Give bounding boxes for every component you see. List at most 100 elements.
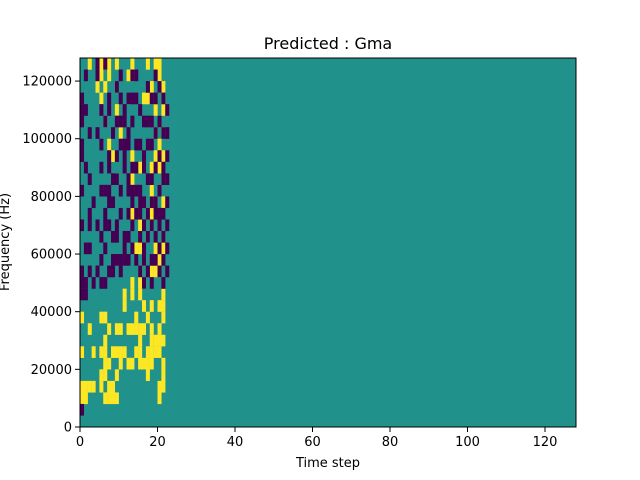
heatmap-cell-low [122, 138, 127, 151]
heatmap-cell-high [126, 323, 131, 335]
heatmap-cell-low [153, 254, 158, 266]
heatmap-cell-high [130, 357, 135, 370]
heatmap-cell-low [122, 161, 127, 174]
heatmap-cell-low [91, 277, 96, 289]
heatmap-cell-high [149, 184, 154, 197]
heatmap-cell-high [114, 323, 119, 335]
heatmap-cell-low [165, 173, 170, 185]
heatmap-cell-high [130, 277, 135, 289]
y-tick-label: 60000 [31, 248, 72, 263]
heatmap-cell-high [142, 300, 147, 312]
heatmap-cell-high [145, 311, 150, 324]
heatmap-cell-high [130, 288, 135, 301]
heatmap-cell-low [149, 115, 154, 128]
heatmap-cell-low [87, 127, 92, 139]
heatmap-cell-low [111, 265, 116, 278]
heatmap-cell-high [153, 265, 158, 278]
heatmap-cell-high [145, 92, 150, 105]
heatmap-cell-high [157, 323, 162, 335]
heatmap-cell-low [126, 173, 131, 185]
heatmap-cell-low [107, 196, 112, 209]
heatmap-cell-high [130, 173, 135, 185]
heatmap-cell-high [134, 323, 139, 335]
heatmap-cell-high [107, 138, 112, 151]
heatmap-cell-high [107, 392, 112, 405]
heatmap-cell-high [107, 357, 112, 370]
heatmap-cell-high [157, 300, 162, 312]
heatmap-cell-high [107, 69, 112, 82]
heatmap-cell-high [153, 150, 158, 162]
heatmap-cell-low [161, 127, 166, 139]
y-tick-label: 40000 [31, 305, 72, 320]
heatmap-cell-high [103, 346, 108, 358]
heatmap-cell-low [134, 138, 139, 151]
heatmap-cell-low [145, 173, 150, 185]
y-tick-label: 120000 [22, 75, 72, 90]
heatmap-cell-high [107, 323, 112, 335]
heatmap-cell-low [87, 219, 92, 232]
heatmap-cell-high [95, 81, 100, 93]
heatmap-cell-low [130, 92, 135, 105]
heatmap-cell-low [95, 69, 100, 82]
heatmap-cell-low [138, 207, 143, 220]
heatmap-cell-low [114, 115, 119, 128]
heatmap-cell-high [161, 196, 166, 209]
heatmap-cell-high [99, 69, 104, 82]
heatmap-cell-high [107, 380, 112, 393]
heatmap-cell-high [138, 346, 143, 358]
heatmap-cell-low [118, 92, 123, 105]
heatmap-cell-high [130, 323, 135, 335]
heatmap-cell-high [161, 369, 166, 382]
heatmap-cell-low [126, 230, 131, 243]
heatmap-cell-high [161, 150, 166, 162]
heatmap-cell-low [145, 265, 150, 278]
heatmap-cell-high [118, 346, 123, 358]
heatmap-cell-low [157, 219, 162, 232]
heatmap-cell-low [142, 161, 147, 174]
heatmap-cell-low [130, 242, 135, 255]
heatmap-cell-high [99, 311, 104, 324]
heatmap-cell-high [161, 357, 166, 370]
heatmap-cell-low [103, 184, 108, 197]
heatmap-cell-low [83, 242, 88, 255]
heatmap-cell-high [111, 150, 116, 162]
heatmap-cell-high [157, 380, 162, 393]
heatmap-cell-low [103, 115, 108, 128]
heatmap-cell-low [103, 277, 108, 289]
heatmap-cell-high [122, 288, 127, 301]
heatmap-cell-high [161, 300, 166, 312]
heatmap-cell-low [165, 127, 170, 139]
heatmap-cell-high [134, 346, 139, 358]
x-tick-label: 120 [533, 435, 558, 450]
heatmap-cell-high [83, 380, 88, 393]
heatmap-cell-low [87, 242, 92, 255]
heatmap-cell-low [130, 161, 135, 174]
heatmap-cell-high [91, 346, 96, 358]
heatmap-cell-low [80, 150, 85, 162]
heatmap-cell-high [80, 392, 85, 405]
heatmap-cell-high [130, 58, 135, 70]
heatmap-cell-high [157, 138, 162, 151]
heatmap-cell-high [145, 357, 150, 370]
heatmap-cell-high [149, 334, 154, 347]
heatmap-cell-high [80, 380, 85, 393]
heatmap-cell-high [153, 242, 158, 255]
heatmap-cell-low [107, 92, 112, 105]
heatmap-cell-low [145, 207, 150, 220]
heatmap-cell-high [91, 380, 96, 393]
heatmap-cell-low [99, 138, 104, 151]
heatmap-cell-low [107, 104, 112, 116]
heatmap-cell-high [138, 242, 143, 255]
heatmap-cell-high [149, 207, 154, 220]
heatmap-cell-low [142, 219, 147, 232]
heatmap-cell-high [138, 277, 143, 289]
heatmap-cell-high [103, 357, 108, 370]
heatmap-cell-high [157, 392, 162, 405]
heatmap-cell-low [80, 104, 85, 116]
heatmap-cell-low [153, 127, 158, 139]
heatmap-cell-high [122, 300, 127, 312]
chart-title: Predicted : Gma [264, 34, 392, 53]
heatmap-cell-low [149, 196, 154, 209]
heatmap-cell-low [142, 242, 147, 255]
heatmap-cell-high [138, 161, 143, 174]
